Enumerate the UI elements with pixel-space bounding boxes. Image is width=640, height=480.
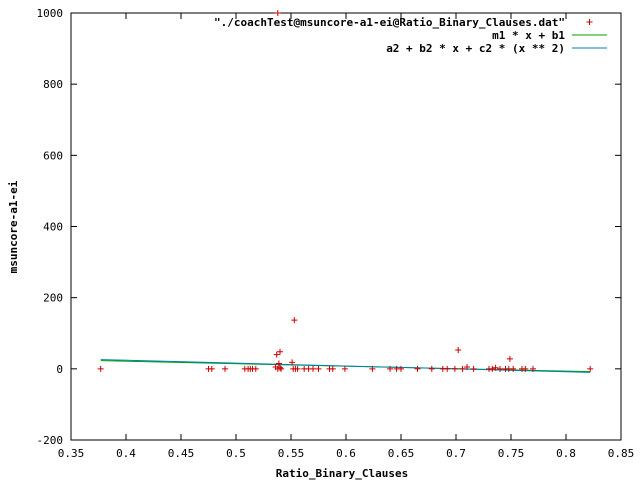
data-point <box>444 365 451 372</box>
data-point <box>97 365 104 372</box>
legend: "./coachTest@msuncore-a1-ei@Ratio_Binary… <box>214 16 607 55</box>
data-point <box>497 365 503 372</box>
y-tick-label: 0 <box>56 363 63 376</box>
data-point <box>341 365 348 372</box>
x-tick-label: 0.85 <box>608 447 635 460</box>
data-point <box>459 365 466 372</box>
y-tick-label: 200 <box>43 292 63 305</box>
data-point <box>464 364 470 371</box>
plot-border <box>70 12 622 441</box>
data-point <box>278 365 285 372</box>
x-axis-ticks: 0.35 0.4 0.45 0.5 0.55 0.6 0.65 0.7 0.75 0.8 0.85 <box>58 13 635 460</box>
data-point <box>310 365 316 372</box>
data-point <box>277 348 283 355</box>
legend-entry-label: m1 * x + b1 <box>492 29 565 42</box>
legend-entry-label: a2 + b2 * x + c2 * (x ** 2) <box>386 42 565 55</box>
y-tick-label: 800 <box>43 78 63 91</box>
data-point <box>470 365 477 372</box>
data-point <box>329 365 336 372</box>
x-tick-label: 0.7 <box>446 447 466 460</box>
data-point <box>315 365 322 372</box>
data-point <box>208 365 215 372</box>
x-tick-label: 0.65 <box>388 447 415 460</box>
data-points <box>97 10 594 372</box>
data-point <box>277 364 283 371</box>
fit-line <box>100 359 591 373</box>
data-point <box>369 365 376 372</box>
data-point <box>252 365 259 372</box>
data-point <box>289 359 296 366</box>
data-point <box>414 365 421 372</box>
y-axis-ticks: -200 0 200 400 600 800 1000 <box>37 7 621 447</box>
data-point <box>451 365 458 372</box>
data-point <box>222 365 228 372</box>
data-point <box>492 364 499 371</box>
data-point <box>428 365 435 372</box>
data-point <box>387 365 393 372</box>
y-tick-label: 600 <box>43 149 63 162</box>
data-point <box>275 360 282 367</box>
x-axis-label: Ratio_Binary_Clauses <box>276 467 408 480</box>
x-tick-label: 0.5 <box>226 447 246 460</box>
x-tick-label: 0.4 <box>116 447 136 460</box>
x-tick-label: 0.75 <box>498 447 525 460</box>
x-tick-label: 0.55 <box>278 447 305 460</box>
data-point <box>398 365 404 372</box>
data-point <box>274 10 281 16</box>
x-tick-label: 0.45 <box>168 447 195 460</box>
x-tick-label: 0.6 <box>336 447 356 460</box>
data-point <box>291 317 298 324</box>
legend-entry-label: "./coachTest@msuncore-a1-ei@Ratio_Binary… <box>214 16 565 29</box>
data-point <box>587 365 594 372</box>
data-point <box>530 365 536 372</box>
y-tick-label: 400 <box>43 221 63 234</box>
data-point <box>273 351 280 358</box>
data-point <box>522 365 529 372</box>
x-tick-label: 0.35 <box>58 447 85 460</box>
data-point <box>455 346 462 353</box>
x-tick-label: 0.8 <box>556 447 576 460</box>
y-tick-label: 1000 <box>37 7 64 20</box>
data-point <box>506 355 513 362</box>
fit-lines <box>100 359 591 373</box>
data-point <box>489 365 496 372</box>
plot-frame <box>70 12 622 441</box>
legend-point-sample <box>586 19 593 25</box>
data-point <box>294 365 301 372</box>
y-tick-label: -200 <box>37 434 64 447</box>
y-axis-label: msuncore-a1-ei <box>7 180 20 273</box>
data-point <box>510 365 517 372</box>
